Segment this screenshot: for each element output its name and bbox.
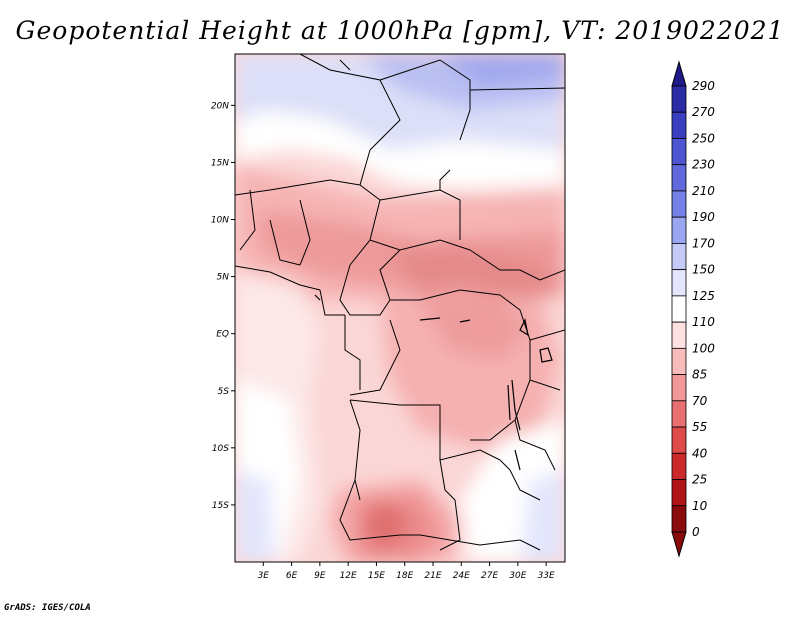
colorbar-level-label: 100	[692, 341, 715, 355]
lakes	[314, 294, 553, 471]
colorbar-top-arrow	[671, 60, 687, 87]
colorbar-level-label: 270	[692, 105, 715, 119]
colorbar-level-label: 125	[692, 289, 715, 303]
colorbar-level-label: 0	[692, 525, 700, 539]
colorbar-swatch	[671, 243, 687, 271]
lon-tick-label: 15E	[368, 571, 385, 581]
lat-tick-label: 15N	[211, 158, 229, 168]
lat-tick-label: 15S	[212, 501, 229, 511]
lon-tick-label: 30E	[509, 571, 526, 581]
lon-tick-label: 12E	[340, 571, 357, 581]
latitude-axis: 20N 15N 10N 5N EQ 5S 10S 15S	[211, 101, 235, 511]
colorbar-swatch	[671, 111, 687, 139]
colorbar-swatch	[671, 400, 687, 428]
lat-tick-label: 5N	[217, 273, 230, 283]
height-field	[235, 54, 565, 562]
lon-tick-label: 33E	[538, 571, 555, 581]
colorbar-level-label: 150	[692, 263, 715, 277]
colorbar-swatch	[671, 269, 687, 297]
colorbar-level-label: 70	[692, 394, 708, 408]
colorbar-swatch	[671, 216, 687, 244]
lat-tick-label: 5S	[218, 387, 230, 397]
colorbar-level-label: 190	[692, 210, 715, 224]
colorbar-swatch	[671, 505, 687, 533]
colorbar-level-label: 250	[692, 131, 715, 145]
colorbar-swatch	[671, 452, 687, 480]
country-borders	[235, 54, 565, 551]
colorbar-swatch	[671, 479, 687, 507]
colorbar-level-label: 110	[692, 315, 715, 329]
colorbar-level-label: 10	[692, 499, 708, 513]
colorbar-swatch	[671, 164, 687, 192]
lat-tick-label: 20N	[211, 101, 229, 111]
lon-tick-label: 9E	[314, 571, 326, 581]
colorbar-swatch	[671, 190, 687, 218]
lat-tick-label: EQ	[216, 330, 229, 340]
colorbar: 2902702502302101901701501251101008570554…	[671, 60, 715, 558]
colorbar-level-label: 290	[692, 79, 715, 93]
map-frame	[234, 53, 566, 563]
lon-tick-label: 27E	[481, 571, 498, 581]
colorbar-level-label: 55	[692, 420, 707, 434]
colorbar-swatch	[671, 295, 687, 323]
lat-tick-label: 10S	[212, 444, 229, 454]
lon-tick-label: 21E	[424, 571, 441, 581]
colorbar-swatch	[671, 374, 687, 402]
colorbar-swatch	[671, 85, 687, 113]
lat-tick-label: 10N	[211, 216, 229, 226]
colorbar-level-label: 230	[692, 158, 715, 172]
colorbar-level-label: 210	[692, 184, 715, 198]
lon-tick-label: 24E	[453, 571, 470, 581]
colorbar-level-label: 25	[692, 473, 707, 487]
colorbar-level-label: 170	[692, 236, 715, 250]
colorbar-swatch	[671, 426, 687, 454]
colorbar-swatch	[671, 321, 687, 349]
credit-label: GrADS: IGES/COLA	[4, 603, 91, 613]
map-title: Geopotential Height at 1000hPa [gpm], VT…	[15, 16, 785, 45]
colorbar-swatch	[671, 138, 687, 166]
lon-tick-label: 3E	[258, 571, 270, 581]
colorbar-level-label: 85	[692, 368, 707, 382]
colorbar-bottom-arrow	[671, 531, 687, 558]
colorbar-swatch	[671, 347, 687, 375]
lon-tick-label: 6E	[286, 571, 298, 581]
longitude-axis: 3E 6E 9E 12E 15E 18E 21E 24E 27E 30E 33E	[258, 562, 555, 581]
lon-tick-label: 18E	[396, 571, 413, 581]
colorbar-level-label: 40	[692, 446, 708, 460]
